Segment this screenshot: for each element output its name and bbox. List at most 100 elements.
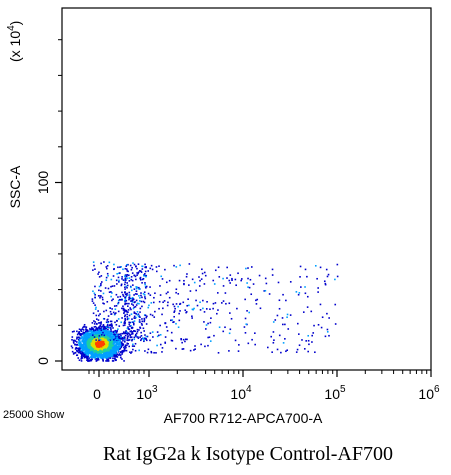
data-point <box>94 304 96 306</box>
data-point <box>121 332 124 335</box>
data-point <box>124 291 126 293</box>
x-tick-label: 0 <box>93 386 101 402</box>
data-point <box>125 332 128 335</box>
data-point <box>236 307 238 310</box>
data-point <box>143 293 146 296</box>
data-point <box>126 316 129 318</box>
data-point <box>126 264 128 266</box>
data-point <box>103 335 105 338</box>
data-point <box>110 323 113 325</box>
data-point <box>324 335 327 338</box>
data-point <box>100 329 103 331</box>
data-point <box>123 332 125 335</box>
data-point <box>296 348 299 351</box>
data-point <box>90 336 92 338</box>
data-point <box>91 333 94 336</box>
data-point <box>119 354 122 356</box>
data-point <box>130 330 133 332</box>
data-point <box>240 278 243 280</box>
data-point <box>91 348 94 351</box>
data-point <box>149 286 151 288</box>
data-point <box>295 351 298 353</box>
data-point <box>106 342 109 345</box>
data-point <box>110 345 112 348</box>
data-point <box>144 273 146 275</box>
data-point <box>113 305 116 307</box>
data-point <box>88 338 91 340</box>
data-point <box>120 298 122 301</box>
data-point <box>110 285 112 288</box>
data-point <box>216 312 218 315</box>
data-point <box>259 307 262 310</box>
data-point <box>138 300 141 302</box>
data-point <box>102 348 104 351</box>
data-point <box>103 325 106 328</box>
data-point <box>113 353 116 355</box>
data-point <box>91 326 93 329</box>
data-point <box>222 330 225 333</box>
data-point <box>125 349 128 352</box>
data-point <box>95 314 98 317</box>
data-point <box>127 274 130 277</box>
data-point <box>130 327 133 329</box>
data-point <box>307 350 309 353</box>
data-point <box>178 279 181 282</box>
data-point <box>84 338 87 340</box>
data-point <box>87 330 89 332</box>
data-point <box>117 328 119 330</box>
data-point <box>307 334 310 337</box>
data-point <box>97 295 100 297</box>
data-point <box>118 272 120 275</box>
data-point <box>74 348 77 350</box>
data-point <box>113 335 115 338</box>
data-point <box>121 317 123 319</box>
data-point <box>126 302 128 305</box>
data-point <box>76 341 78 343</box>
data-point <box>182 348 185 350</box>
data-point <box>140 338 143 340</box>
data-point <box>83 340 86 342</box>
data-point <box>88 342 91 345</box>
data-point <box>76 343 78 346</box>
data-point <box>89 349 91 352</box>
data-point <box>124 281 127 283</box>
data-point <box>95 344 98 347</box>
data-point <box>186 338 188 341</box>
data-point <box>104 341 107 344</box>
data-point <box>120 321 123 324</box>
data-point <box>123 309 126 311</box>
data-point <box>143 339 145 341</box>
data-point <box>80 360 83 362</box>
data-point <box>89 332 92 335</box>
data-point <box>278 299 281 302</box>
data-point <box>186 273 188 275</box>
data-point <box>83 349 85 352</box>
data-point <box>103 343 106 346</box>
data-point <box>101 338 104 341</box>
data-point <box>81 340 84 342</box>
data-point <box>198 276 200 278</box>
data-point <box>152 336 154 338</box>
data-point <box>135 278 137 281</box>
data-point <box>125 310 128 312</box>
data-point <box>116 336 118 339</box>
data-point <box>123 336 126 338</box>
data-point <box>105 266 108 268</box>
data-point <box>133 320 136 322</box>
data-point <box>118 341 120 344</box>
data-point <box>247 277 249 280</box>
data-point <box>126 294 128 296</box>
data-point <box>108 354 111 356</box>
data-point <box>159 294 162 296</box>
data-point <box>164 268 166 271</box>
data-point <box>195 299 197 302</box>
data-point <box>81 333 84 335</box>
data-point <box>115 293 118 296</box>
data-point <box>110 331 112 334</box>
data-point <box>246 310 248 312</box>
data-point <box>85 344 87 347</box>
data-point <box>132 307 135 310</box>
data-point <box>76 336 78 339</box>
data-point <box>222 277 224 280</box>
data-point <box>150 351 153 354</box>
